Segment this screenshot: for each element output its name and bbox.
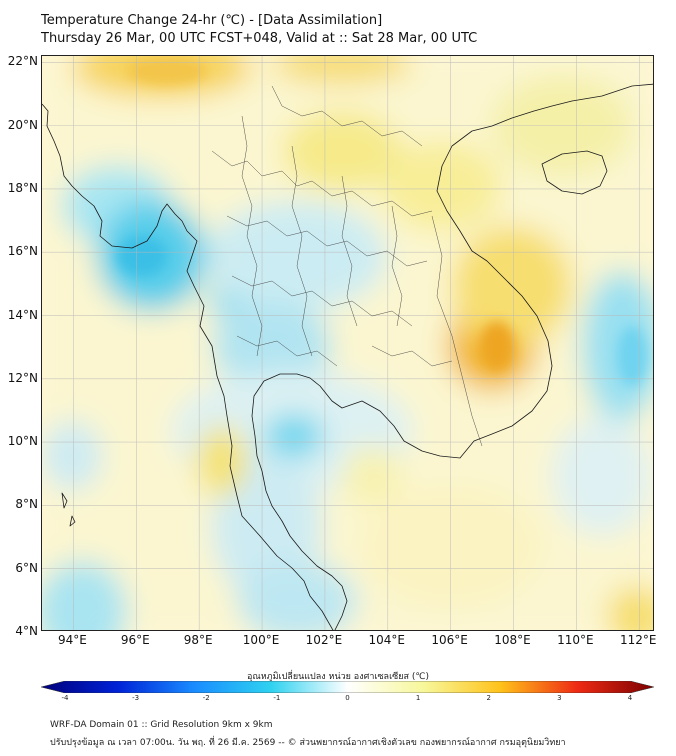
y-tick-label: 8°N bbox=[15, 497, 38, 512]
y-tick-label: 20°N bbox=[7, 117, 38, 132]
footer-model-info: WRF-DA Domain 01 :: Grid Resolution 9km … bbox=[50, 720, 273, 730]
colorbar-tick-label: 0 bbox=[345, 694, 350, 702]
colorbar-tick-label: 3 bbox=[557, 694, 562, 702]
y-tick-label: 6°N bbox=[15, 560, 38, 575]
map-subtitle: Thursday 26 Mar, 00 UTC FCST+048, Valid … bbox=[41, 31, 478, 46]
x-tick-label: 108°E bbox=[494, 633, 531, 647]
graticule bbox=[42, 56, 653, 630]
x-tick-label: 96°E bbox=[120, 633, 150, 647]
map-title: Temperature Change 24-hr (℃) - [Data Ass… bbox=[41, 13, 383, 28]
y-tick-label: 10°N bbox=[7, 434, 38, 449]
west-coastline bbox=[42, 103, 334, 630]
coastlines bbox=[42, 83, 653, 630]
provincial-boundaries bbox=[211, 85, 483, 447]
x-tick-label: 102°E bbox=[305, 633, 343, 647]
map-panel bbox=[41, 55, 654, 631]
y-tick-label: 22°N bbox=[7, 54, 38, 69]
y-tick-label: 4°N bbox=[15, 624, 38, 638]
x-tick-label: 110°E bbox=[557, 633, 594, 647]
temperature-field-detail bbox=[117, 57, 647, 386]
colorbar-tick-label: -3 bbox=[132, 694, 140, 702]
small-islands bbox=[61, 492, 76, 527]
colorbar-tick-label: 4 bbox=[627, 694, 633, 702]
colorbar-tick-label: -1 bbox=[273, 694, 281, 702]
colorbar-tick-label: 2 bbox=[486, 694, 491, 702]
x-tick-label: 106°E bbox=[431, 633, 468, 647]
colorbar-tick-label: -2 bbox=[202, 694, 210, 702]
y-tick-label: 16°N bbox=[7, 244, 38, 259]
x-tick-label: 100°E bbox=[242, 633, 280, 647]
temperature-change-map bbox=[42, 56, 653, 630]
y-tick-label: 18°N bbox=[7, 180, 38, 195]
colorbar-title: อุณหภูมิเปลี่ยนแปลง หน่วย องศาเซลเซียส (… bbox=[246, 672, 430, 682]
temperature-field bbox=[42, 56, 653, 630]
colorbar-tick-label: 1 bbox=[415, 694, 421, 702]
x-tick-label: 94°E bbox=[57, 633, 87, 647]
island-coastline bbox=[541, 150, 608, 195]
x-tick-label: 98°E bbox=[183, 633, 213, 647]
x-tick-label: 112°E bbox=[620, 633, 657, 647]
x-tick-label: 104°E bbox=[368, 633, 406, 647]
y-tick-label: 14°N bbox=[7, 307, 38, 322]
colorbar bbox=[41, 681, 654, 693]
east-coastline bbox=[251, 83, 653, 630]
colorbar-tick-label: -4 bbox=[61, 694, 69, 702]
y-tick-label: 12°N bbox=[7, 370, 38, 385]
footer-update-info: ปรับปรุงข้อมูล ณ เวลา 07:00น. วัน พฤ. ที… bbox=[50, 738, 566, 748]
colorbar-gradient bbox=[41, 681, 654, 693]
